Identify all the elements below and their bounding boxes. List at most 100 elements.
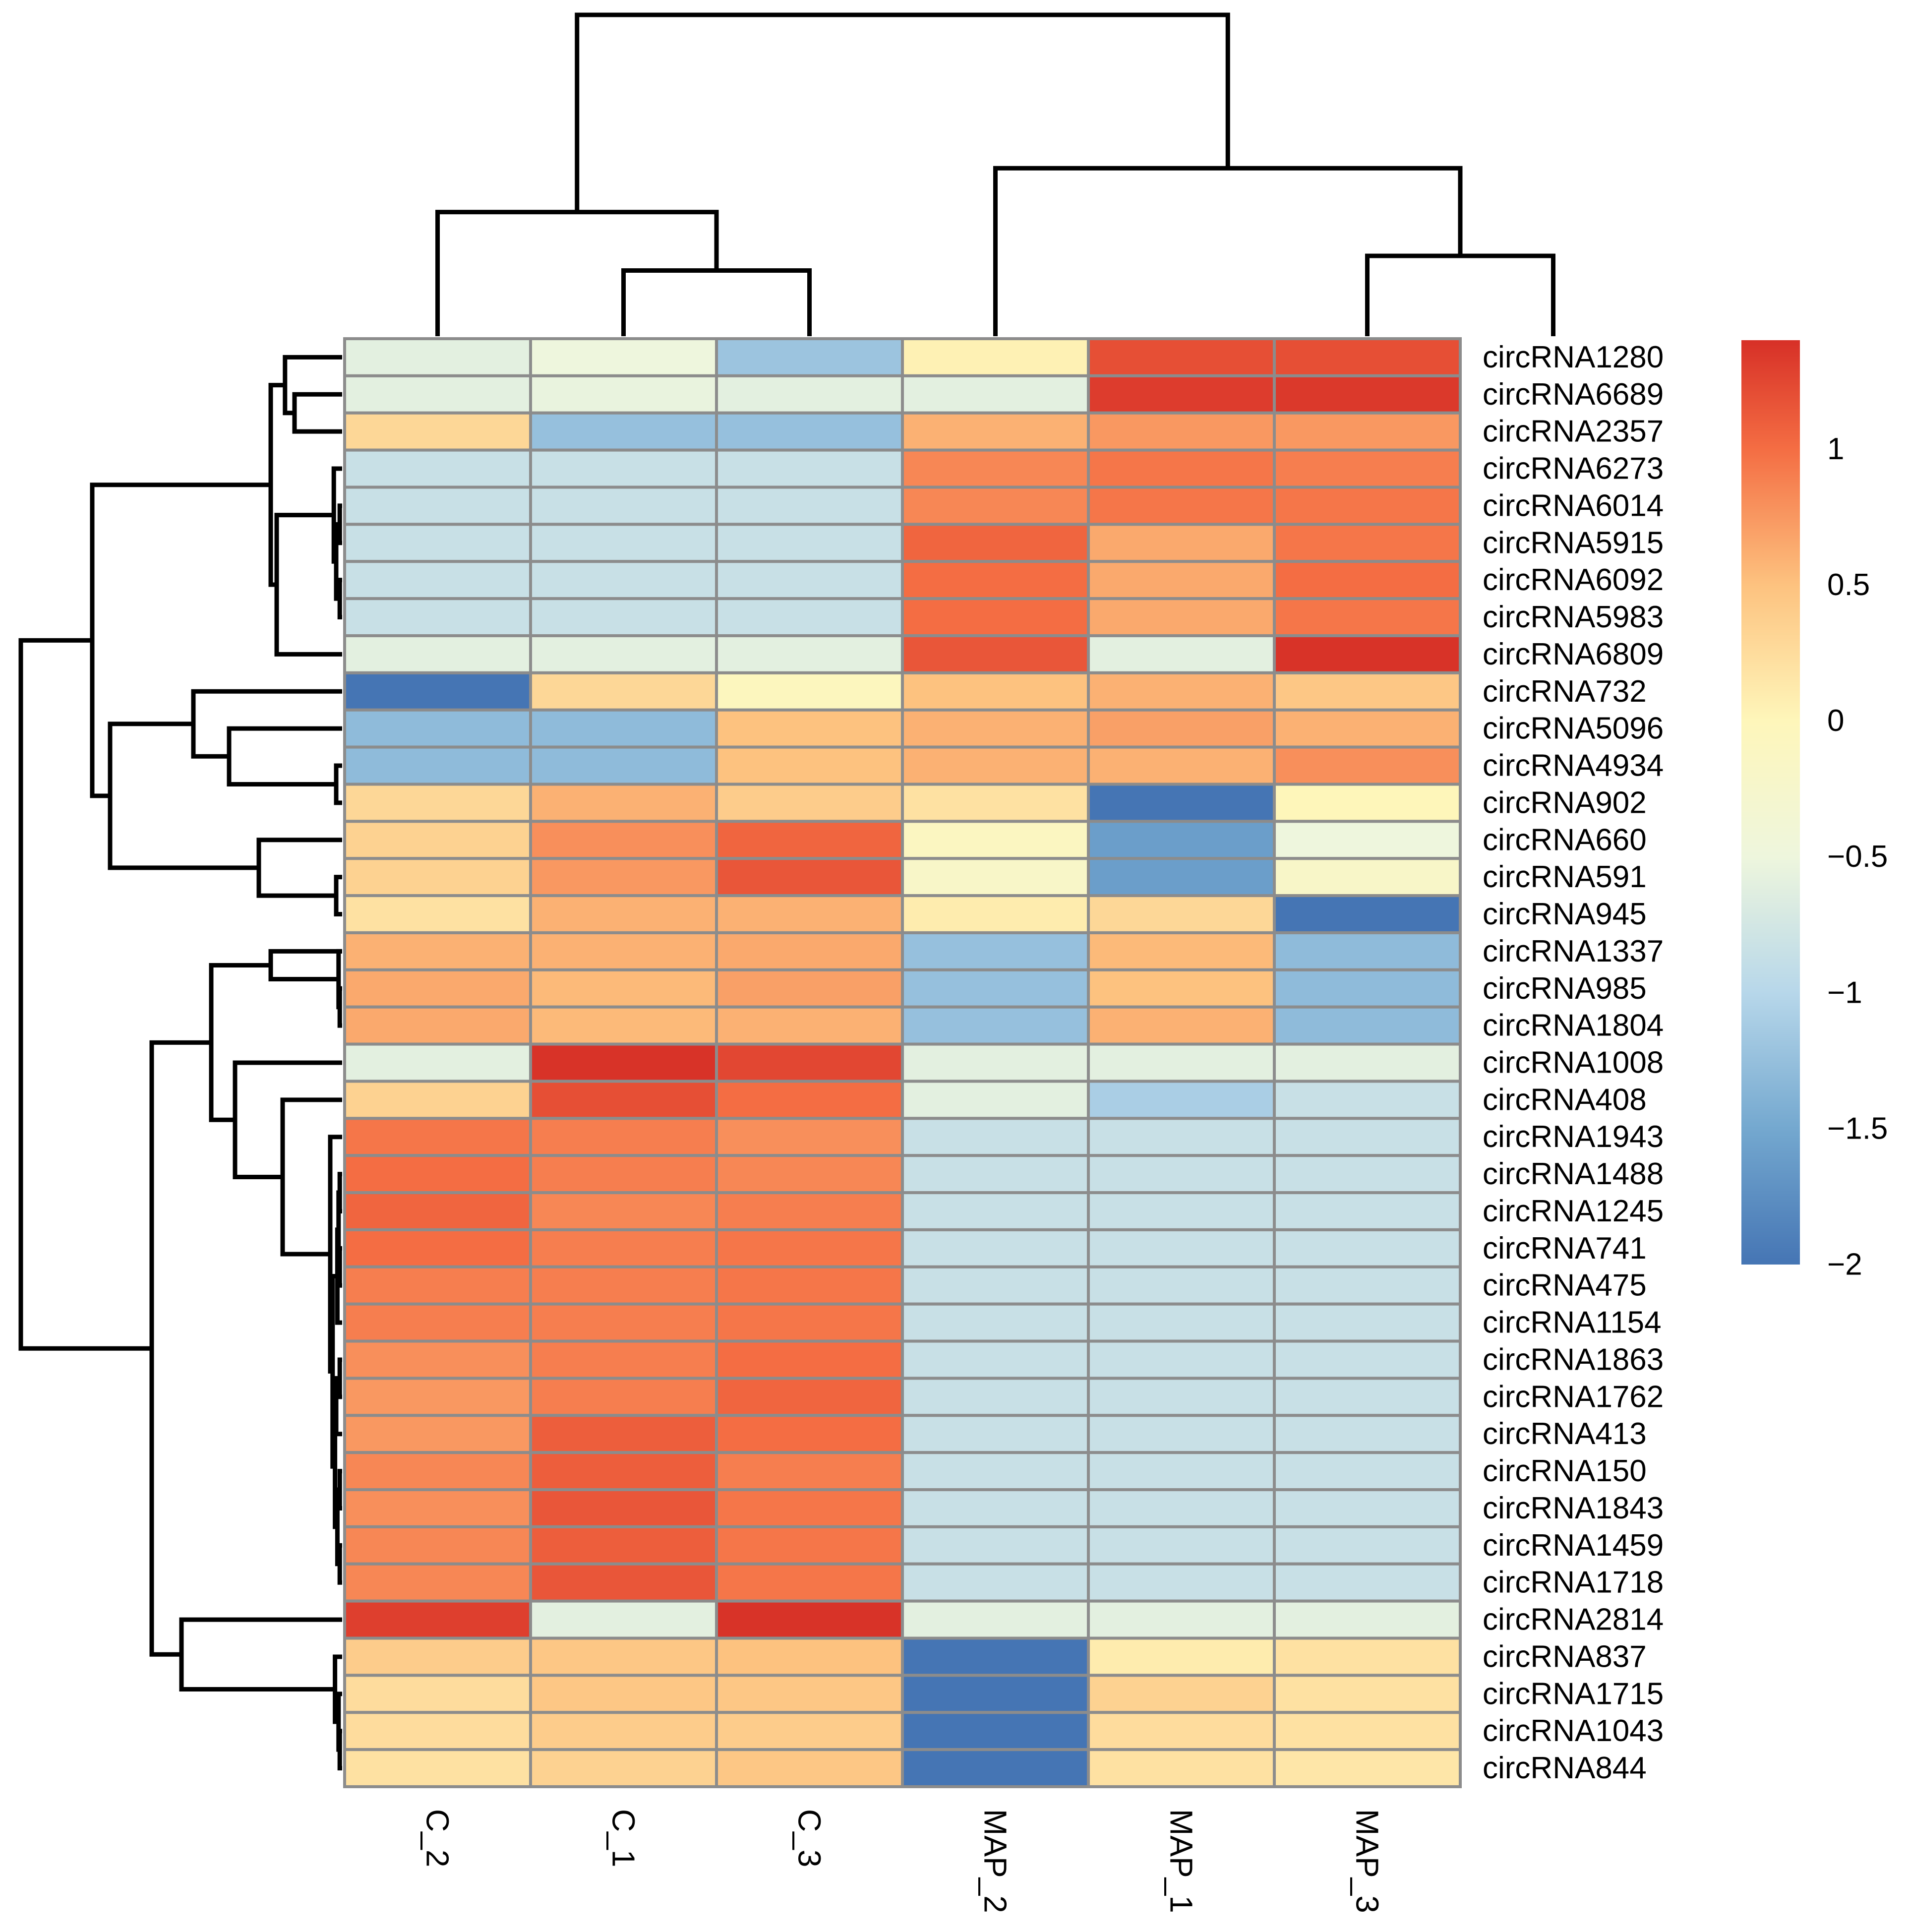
heatmap-cell — [715, 634, 904, 674]
heatmap-cell — [1273, 968, 1462, 1009]
heatmap-cell — [343, 968, 532, 1009]
heatmap-cell — [1273, 1525, 1462, 1566]
heatmap-cell — [1087, 708, 1276, 749]
heatmap-cell — [715, 1005, 904, 1046]
row-label: circRNA6014 — [1483, 488, 1664, 523]
dendrogram-branch — [337, 503, 342, 545]
heatmap-cell — [715, 745, 904, 786]
heatmap-cell — [1087, 1377, 1276, 1417]
heatmap-cell — [715, 1117, 904, 1157]
heatmap-cell — [529, 931, 718, 971]
heatmap-cell — [1273, 1191, 1462, 1231]
dendrogram-branch — [256, 838, 342, 898]
heatmap-cell — [901, 1674, 1090, 1714]
heatmap-cell — [1273, 1117, 1462, 1157]
heatmap-cell — [529, 1636, 718, 1677]
heatmap-cell — [529, 1302, 718, 1343]
heatmap-cell — [901, 1562, 1090, 1603]
heatmap-cell — [1087, 1339, 1276, 1380]
heatmap-cell — [901, 337, 1090, 377]
heatmap-cell — [529, 1339, 718, 1380]
heatmap-cell — [1087, 1080, 1276, 1120]
heatmap-cell — [343, 931, 532, 971]
heatmap-cell — [901, 1191, 1090, 1231]
heatmap-cell — [1087, 1525, 1276, 1566]
heatmap-cell — [529, 485, 718, 526]
heatmap-cell — [343, 411, 532, 452]
heatmap-cell — [1273, 1488, 1462, 1528]
row-label: circRNA1843 — [1483, 1491, 1664, 1525]
heatmap-cell — [901, 1599, 1090, 1640]
heatmap-cell — [901, 968, 1090, 1009]
heatmap-cell — [1273, 1377, 1462, 1417]
dendrogram-branch — [191, 689, 342, 759]
heatmap-cell — [901, 931, 1090, 971]
heatmap-cell — [715, 708, 904, 749]
row-label: circRNA1488 — [1483, 1157, 1664, 1191]
heatmap-cell — [529, 1228, 718, 1268]
dendrogram-branch — [280, 1097, 342, 1257]
heatmap-cell — [901, 745, 1090, 786]
row-label: circRNA6809 — [1483, 637, 1664, 671]
heatmap-cell — [1273, 448, 1462, 489]
column-labels: C_2 C_1 C_3 MAP_2 MAP_1 MAP_3 — [420, 1809, 1385, 1913]
heatmap-cell — [715, 411, 904, 452]
heatmap-cell — [1087, 1265, 1276, 1306]
heatmap-cell — [715, 857, 904, 898]
heatmap-cell — [1087, 1711, 1276, 1751]
heatmap-cell — [901, 708, 1090, 749]
heatmap-cell — [343, 1117, 532, 1157]
heatmap-cell — [529, 1265, 718, 1306]
heatmap-cell — [1087, 783, 1276, 823]
dendrogram-branch — [233, 1060, 342, 1179]
heatmap-cell — [715, 1042, 904, 1083]
heatmap-cell — [715, 783, 904, 823]
row-label: circRNA475 — [1483, 1268, 1647, 1303]
heatmap-cell — [343, 1599, 532, 1640]
heatmap-cell — [343, 374, 532, 415]
heatmap-cell — [715, 1599, 904, 1640]
heatmap-cell — [529, 857, 718, 898]
dendrogram-branch — [621, 268, 812, 336]
dendrogram-branch — [435, 210, 719, 336]
dendrogram-branch — [334, 763, 342, 805]
heatmap-cell — [1273, 783, 1462, 823]
dendrogram-branch — [108, 722, 259, 870]
dendrogram-branch — [334, 875, 342, 917]
heatmap-cell — [1273, 597, 1462, 637]
row-label: circRNA5983 — [1483, 600, 1664, 634]
row-label: circRNA591 — [1483, 860, 1647, 894]
heatmap-cell — [529, 745, 718, 786]
heatmap-cell — [1087, 1117, 1276, 1157]
heatmap-cell — [901, 1302, 1090, 1343]
heatmap-cell — [901, 523, 1090, 563]
row-label: circRNA945 — [1483, 897, 1647, 931]
heatmap-cell — [1273, 745, 1462, 786]
heatmap-cell — [1273, 1339, 1462, 1380]
heatmap-cell — [1273, 820, 1462, 860]
heatmap-cell — [1273, 1042, 1462, 1083]
heatmap-cell — [901, 820, 1090, 860]
heatmap-cell — [343, 1042, 532, 1083]
heatmap-cell — [1087, 523, 1276, 563]
heatmap-cell — [1273, 1562, 1462, 1603]
heatmap-cell — [901, 374, 1090, 415]
heatmap-cell — [529, 1599, 718, 1640]
heatmap-cell — [1273, 634, 1462, 674]
heatmap-cell — [1273, 1414, 1462, 1454]
column-label: C_2 — [420, 1809, 456, 1867]
heatmap-cell — [343, 1005, 532, 1046]
heatmap-cell — [715, 671, 904, 712]
heatmap-cell — [1273, 1748, 1462, 1788]
heatmap-cell — [529, 968, 718, 1009]
row-label: circRNA1154 — [1483, 1306, 1662, 1340]
heatmap-cell — [529, 820, 718, 860]
heatmap-cell — [1273, 671, 1462, 712]
heatmap-cell — [343, 1080, 532, 1120]
dendrogram-branch — [292, 392, 342, 434]
heatmap-cell — [343, 560, 532, 601]
heatmap-cell — [529, 1711, 718, 1751]
dendrogram-branch — [337, 1469, 342, 1510]
heatmap-cell — [529, 374, 718, 415]
heatmap-cell — [1087, 745, 1276, 786]
